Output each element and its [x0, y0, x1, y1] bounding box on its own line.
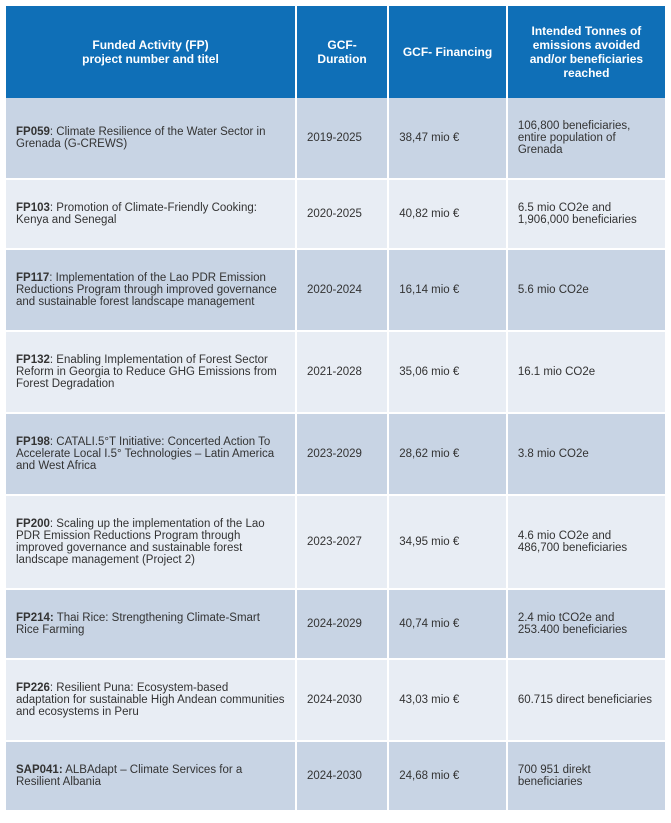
duration-cell: 2020-2024 — [296, 249, 388, 331]
project-title: : Enabling Implementation of Forest Sect… — [16, 354, 277, 390]
project-code: FP132 — [16, 354, 50, 366]
table-row: FP132: Enabling Implementation of Forest… — [6, 331, 665, 413]
impact-cell: 106,800 beneficiaries, entire population… — [507, 98, 665, 179]
project-code: FP214: — [16, 612, 54, 624]
table-header: Funded Activity (FP)project number and t… — [6, 6, 665, 98]
project-code: FP059 — [16, 126, 50, 138]
financing-cell: 40,82 mio € — [388, 179, 507, 249]
duration-cell: 2024-2030 — [296, 659, 388, 741]
table-row: FP200: Scaling up the implementation of … — [6, 495, 665, 589]
financing-cell: 35,06 mio € — [388, 331, 507, 413]
project-title: : Scaling up the implementation of the L… — [16, 518, 265, 566]
impact-cell: 60.715 direct beneficiaries — [507, 659, 665, 741]
table-row: FP214: Thai Rice: Strengthening Climate-… — [6, 589, 665, 659]
table-row: FP226: Resilient Puna: Ecosystem-based a… — [6, 659, 665, 741]
project-code: FP226 — [16, 682, 50, 694]
financing-cell: 16,14 mio € — [388, 249, 507, 331]
duration-cell: 2019-2025 — [296, 98, 388, 179]
project-cell: FP059: Climate Resilience of the Water S… — [6, 98, 296, 179]
project-code: FP198 — [16, 436, 50, 448]
table-row: FP103: Promotion of Climate-Friendly Coo… — [6, 179, 665, 249]
impact-cell: 4.6 mio CO2e and 486,700 beneficiaries — [507, 495, 665, 589]
impact-cell: 700 951 direkt beneficiaries — [507, 741, 665, 811]
project-title: : Resilient Puna: Ecosystem-based adapta… — [16, 682, 285, 718]
impact-cell: 6.5 mio CO2e and 1,906,000 beneficiaries — [507, 179, 665, 249]
table-row: SAP041: ALBAdapt – Climate Services for … — [6, 741, 665, 811]
financing-cell: 24,68 mio € — [388, 741, 507, 811]
project-cell: FP214: Thai Rice: Strengthening Climate-… — [6, 589, 296, 659]
project-cell: FP226: Resilient Puna: Ecosystem-based a… — [6, 659, 296, 741]
project-cell: FP198: CATALI.5°T Initiative: Concerted … — [6, 413, 296, 495]
impact-cell: 3.8 mio CO2e — [507, 413, 665, 495]
project-title: : Implementation of the Lao PDR Emission… — [16, 272, 277, 308]
financing-cell: 38,47 mio € — [388, 98, 507, 179]
impact-cell: 2.4 mio tCO2e and 253.400 beneficiaries — [507, 589, 665, 659]
column-header: GCF- Financing — [388, 6, 507, 98]
column-header: GCF-Duration — [296, 6, 388, 98]
project-code: FP103 — [16, 202, 50, 214]
project-code: SAP041: — [16, 764, 63, 776]
duration-cell: 2023-2029 — [296, 413, 388, 495]
financing-cell: 34,95 mio € — [388, 495, 507, 589]
project-title: : CATALI.5°T Initiative: Concerted Actio… — [16, 436, 274, 472]
project-cell: FP117: Implementation of the Lao PDR Emi… — [6, 249, 296, 331]
project-cell: FP132: Enabling Implementation of Forest… — [6, 331, 296, 413]
duration-cell: 2024-2030 — [296, 741, 388, 811]
financing-cell: 40,74 mio € — [388, 589, 507, 659]
table-row: FP059: Climate Resilience of the Water S… — [6, 98, 665, 179]
column-header: Funded Activity (FP)project number and t… — [6, 6, 296, 98]
duration-cell: 2021-2028 — [296, 331, 388, 413]
project-code: FP200 — [16, 518, 50, 530]
projects-table: Funded Activity (FP)project number and t… — [6, 6, 665, 812]
column-header: Intended Tonnes of emissions avoided and… — [507, 6, 665, 98]
table-body: FP059: Climate Resilience of the Water S… — [6, 98, 665, 811]
project-title: : Promotion of Climate-Friendly Cooking:… — [16, 202, 257, 226]
duration-cell: 2024-2029 — [296, 589, 388, 659]
table-row: FP198: CATALI.5°T Initiative: Concerted … — [6, 413, 665, 495]
financing-cell: 43,03 mio € — [388, 659, 507, 741]
duration-cell: 2020-2025 — [296, 179, 388, 249]
impact-cell: 16.1 mio CO2e — [507, 331, 665, 413]
table-row: FP117: Implementation of the Lao PDR Emi… — [6, 249, 665, 331]
duration-cell: 2023-2027 — [296, 495, 388, 589]
project-cell: FP103: Promotion of Climate-Friendly Coo… — [6, 179, 296, 249]
impact-cell: 5.6 mio CO2e — [507, 249, 665, 331]
project-title: : Climate Resilience of the Water Sector… — [16, 126, 266, 150]
financing-cell: 28,62 mio € — [388, 413, 507, 495]
project-cell: SAP041: ALBAdapt – Climate Services for … — [6, 741, 296, 811]
project-code: FP117 — [16, 272, 49, 284]
project-cell: FP200: Scaling up the implementation of … — [6, 495, 296, 589]
